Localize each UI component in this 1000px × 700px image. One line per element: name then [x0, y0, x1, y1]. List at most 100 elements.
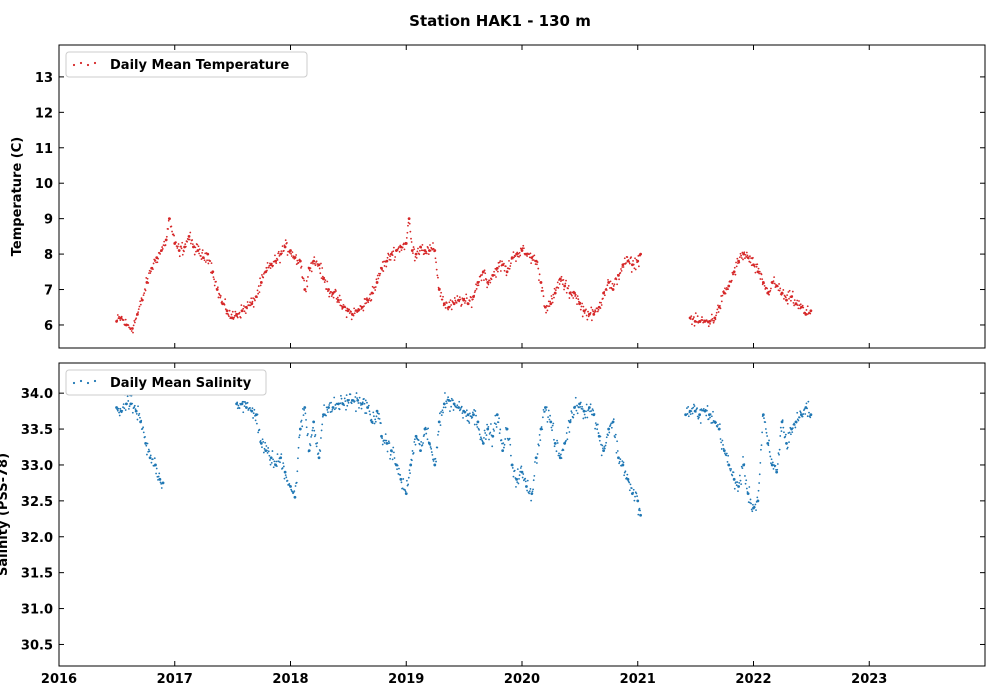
data-point-fill [126, 403, 128, 405]
data-point-fill [444, 392, 446, 394]
data-point-fill [541, 428, 544, 431]
data-point-fill [718, 304, 721, 307]
data-point-fill [344, 306, 347, 309]
data-point-fill [297, 457, 299, 460]
data-point-fill [338, 408, 341, 411]
data-point-fill [363, 305, 365, 308]
data-point-fill [788, 441, 790, 444]
data-point-fill [321, 423, 324, 426]
data-point-fill [297, 446, 300, 449]
data-point [375, 281, 379, 284]
data-point-fill [429, 244, 431, 246]
data-point-fill [137, 414, 140, 417]
data-point-fill [454, 299, 457, 302]
data-point-fill [319, 450, 322, 452]
data-point-fill [420, 440, 423, 443]
data-point-fill [487, 425, 490, 428]
data-point-fill [709, 416, 711, 419]
data-point-fill [333, 408, 336, 411]
data-point-fill [589, 403, 592, 406]
data-point-fill [218, 293, 221, 296]
data-point-fill [565, 432, 568, 434]
data-point-fill [770, 458, 773, 461]
data-point-fill [252, 297, 254, 300]
data-point-fill [405, 479, 408, 482]
data-point-fill [449, 410, 451, 413]
data-point-fill [370, 418, 373, 421]
data-point-fill [687, 405, 690, 408]
data-point-fill [556, 439, 558, 442]
data-point-fill [256, 289, 259, 292]
data-point-fill [148, 272, 150, 275]
data-point-fill [432, 242, 434, 244]
data-point-fill [561, 283, 564, 286]
data-point-fill [502, 264, 505, 266]
data-point-fill [574, 396, 577, 399]
data-point-fill [545, 406, 548, 409]
data-point-fill [738, 474, 741, 477]
data-point-fill [786, 294, 789, 297]
data-point-fill [548, 305, 551, 308]
legend-dot [79, 379, 83, 383]
data-point-fill [719, 307, 722, 310]
data-point-fill [758, 473, 761, 476]
data-point-fill [550, 426, 553, 429]
data-point-fill [798, 416, 801, 419]
data-point-fill [764, 428, 767, 430]
data-point-fill [793, 299, 796, 302]
data-point-fill [596, 307, 599, 310]
data-point [215, 288, 219, 291]
data-point-fill [193, 253, 196, 256]
salinity-panel: 30.531.031.532.032.533.033.534.0 2016 201… [0, 362, 986, 687]
data-point-fill [444, 303, 446, 306]
data-point-fill [132, 324, 135, 327]
data-point-fill [203, 257, 205, 260]
data-point-fill [439, 424, 442, 427]
data-point-fill [335, 290, 337, 292]
data-point-fill [133, 319, 136, 322]
data-point-fill [373, 415, 375, 418]
data-point-fill [340, 397, 343, 400]
data-point-fill [180, 247, 183, 250]
data-point-fill [406, 231, 409, 234]
data-point-fill [603, 294, 606, 297]
data-point-fill [320, 437, 322, 439]
data-point-fill [210, 262, 213, 264]
data-point-fill [313, 256, 316, 258]
data-point [327, 406, 330, 409]
data-point-fill [604, 444, 607, 447]
data-point-fill [505, 274, 508, 277]
data-point-fill [499, 428, 502, 431]
data-point-fill [488, 438, 490, 441]
data-point-fill [422, 249, 424, 252]
y-tick-label: 34.0 [21, 387, 53, 402]
data-point-fill [372, 411, 375, 414]
data-point-fill [266, 261, 269, 264]
data-point-fill [553, 438, 555, 441]
data-point-fill [790, 299, 792, 302]
data-point-fill [197, 245, 200, 248]
data-point-fill [217, 296, 220, 299]
data-point-fill [733, 266, 736, 269]
data-point [525, 485, 528, 488]
y-tick-label: 12 [35, 106, 53, 121]
data-point-fill [272, 458, 274, 461]
data-point-fill [547, 305, 549, 308]
data-point-fill [335, 297, 338, 300]
data-point-fill [721, 294, 724, 297]
data-point-fill [515, 485, 517, 488]
data-point [481, 442, 485, 445]
data-point-fill [453, 297, 456, 299]
data-point-fill [416, 250, 419, 253]
data-point-fill [624, 470, 627, 473]
y-tick-label: 11 [35, 142, 53, 157]
data-point-fill [562, 279, 565, 281]
data-point-fill [360, 407, 363, 410]
data-point-fill [495, 276, 497, 278]
data-point-fill [768, 439, 770, 442]
data-point-fill [806, 305, 809, 308]
data-point-fill [281, 252, 283, 255]
data-point-fill [475, 423, 478, 426]
data-point [530, 492, 534, 496]
data-point-fill [259, 277, 261, 280]
